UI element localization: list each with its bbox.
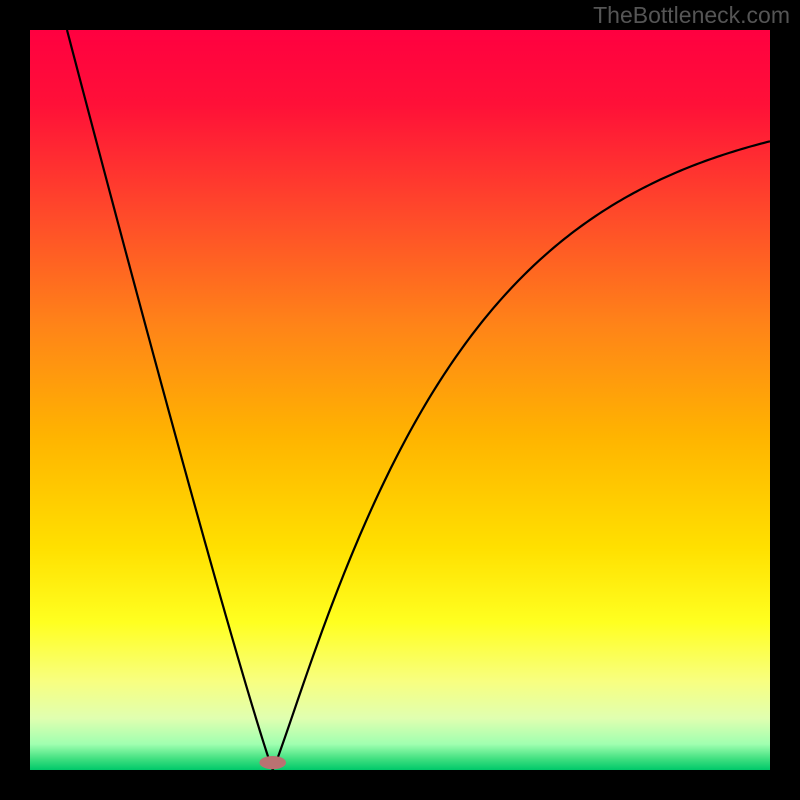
watermark-text: TheBottleneck.com (593, 2, 790, 29)
chart-svg (0, 0, 800, 800)
plot-area (30, 30, 770, 770)
minimum-marker (259, 756, 286, 769)
chart-container: TheBottleneck.com (0, 0, 800, 800)
